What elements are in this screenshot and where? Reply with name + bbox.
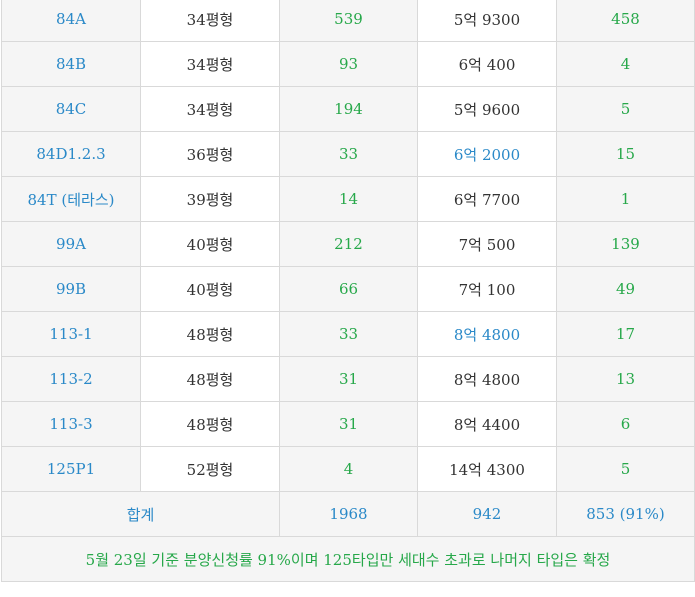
supply-cell: 31 bbox=[279, 401, 418, 447]
type-cell: 99B bbox=[1, 266, 141, 312]
supply-cell: 4 bbox=[279, 446, 418, 492]
price-cell: 8억 4800 bbox=[417, 311, 557, 357]
table-row: 84A 34평형 539 5억 9300 458 bbox=[1, 0, 695, 42]
table-row: 113-2 48평형 31 8억 4800 13 bbox=[1, 356, 695, 402]
applicants-cell: 13 bbox=[556, 356, 695, 402]
applicants-cell: 5 bbox=[556, 446, 695, 492]
supply-cell: 14 bbox=[279, 176, 418, 222]
supply-cell: 539 bbox=[279, 0, 418, 42]
total-price-cell: 942 bbox=[417, 491, 557, 537]
type-cell: 113-1 bbox=[1, 311, 141, 357]
type-cell: 113-3 bbox=[1, 401, 141, 447]
size-cell: 39평형 bbox=[140, 176, 280, 222]
table-row: 113-1 48평형 33 8억 4800 17 bbox=[1, 311, 695, 357]
price-cell: 5억 9300 bbox=[417, 0, 557, 42]
applicants-cell: 1 bbox=[556, 176, 695, 222]
type-cell: 125P1 bbox=[1, 446, 141, 492]
size-cell: 34평형 bbox=[140, 41, 280, 87]
applicants-cell: 139 bbox=[556, 221, 695, 267]
type-cell: 84A bbox=[1, 0, 141, 42]
type-cell: 84B bbox=[1, 41, 141, 87]
price-cell: 6억 400 bbox=[417, 41, 557, 87]
supply-cell: 212 bbox=[279, 221, 418, 267]
total-supply-cell: 1968 bbox=[279, 491, 418, 537]
table-row: 99A 40평형 212 7억 500 139 bbox=[1, 221, 695, 267]
size-cell: 36평형 bbox=[140, 131, 280, 177]
supply-cell: 66 bbox=[279, 266, 418, 312]
type-cell: 84D1.2.3 bbox=[1, 131, 141, 177]
table-row: 84T (테라스) 39평형 14 6억 7700 1 bbox=[1, 176, 695, 222]
total-applicants-cell: 853 (91%) bbox=[556, 491, 695, 537]
size-cell: 34평형 bbox=[140, 0, 280, 42]
table-row: 125P1 52평형 4 14억 4300 5 bbox=[1, 446, 695, 492]
supply-cell: 31 bbox=[279, 356, 418, 402]
size-cell: 40평형 bbox=[140, 266, 280, 312]
type-cell: 84C bbox=[1, 86, 141, 132]
table-row: 84B 34평형 93 6억 400 4 bbox=[1, 41, 695, 87]
size-cell: 52평형 bbox=[140, 446, 280, 492]
applicants-cell: 6 bbox=[556, 401, 695, 447]
applicants-cell: 49 bbox=[556, 266, 695, 312]
size-cell: 40평형 bbox=[140, 221, 280, 267]
applicants-cell: 15 bbox=[556, 131, 695, 177]
supply-cell: 194 bbox=[279, 86, 418, 132]
price-cell: 7억 500 bbox=[417, 221, 557, 267]
price-cell: 5억 9600 bbox=[417, 86, 557, 132]
total-row: 합계 1968 942 853 (91%) bbox=[1, 491, 695, 537]
type-cell: 113-2 bbox=[1, 356, 141, 402]
size-cell: 48평형 bbox=[140, 311, 280, 357]
applicants-cell: 17 bbox=[556, 311, 695, 357]
table-row: 84C 34평형 194 5억 9600 5 bbox=[1, 86, 695, 132]
price-cell: 14억 4300 bbox=[417, 446, 557, 492]
table-row: 113-3 48평형 31 8억 4400 6 bbox=[1, 401, 695, 447]
price-cell: 7억 100 bbox=[417, 266, 557, 312]
table-row: 99B 40평형 66 7억 100 49 bbox=[1, 266, 695, 312]
supply-cell: 33 bbox=[279, 311, 418, 357]
price-cell: 8억 4800 bbox=[417, 356, 557, 402]
size-cell: 48평형 bbox=[140, 401, 280, 447]
applicants-cell: 4 bbox=[556, 41, 695, 87]
applicants-cell: 458 bbox=[556, 0, 695, 42]
total-label: 합계 bbox=[1, 491, 280, 537]
supply-cell: 33 bbox=[279, 131, 418, 177]
bottom-margin bbox=[0, 588, 695, 597]
table-row: 84D1.2.3 36평형 33 6억 2000 15 bbox=[1, 131, 695, 177]
price-cell: 8억 4400 bbox=[417, 401, 557, 447]
applicants-cell: 5 bbox=[556, 86, 695, 132]
footnote-text: 5월 23일 기준 분양신청률 91%이며 125타입만 세대수 초과로 나머지… bbox=[1, 536, 695, 582]
size-cell: 34평형 bbox=[140, 86, 280, 132]
note-row: 5월 23일 기준 분양신청률 91%이며 125타입만 세대수 초과로 나머지… bbox=[1, 536, 695, 582]
apartment-type-table: 84A 34평형 539 5억 9300 458 84B 34평형 93 6억 400 4 84C 3… bbox=[1, 0, 695, 582]
price-cell: 6억 2000 bbox=[417, 131, 557, 177]
size-cell: 48평형 bbox=[140, 356, 280, 402]
price-cell: 6억 7700 bbox=[417, 176, 557, 222]
table-body: 84A 34평형 539 5억 9300 458 84B 34평형 93 6억 400 4 84C 3… bbox=[1, 0, 695, 582]
type-cell: 84T (테라스) bbox=[1, 176, 141, 222]
type-cell: 99A bbox=[1, 221, 141, 267]
supply-cell: 93 bbox=[279, 41, 418, 87]
